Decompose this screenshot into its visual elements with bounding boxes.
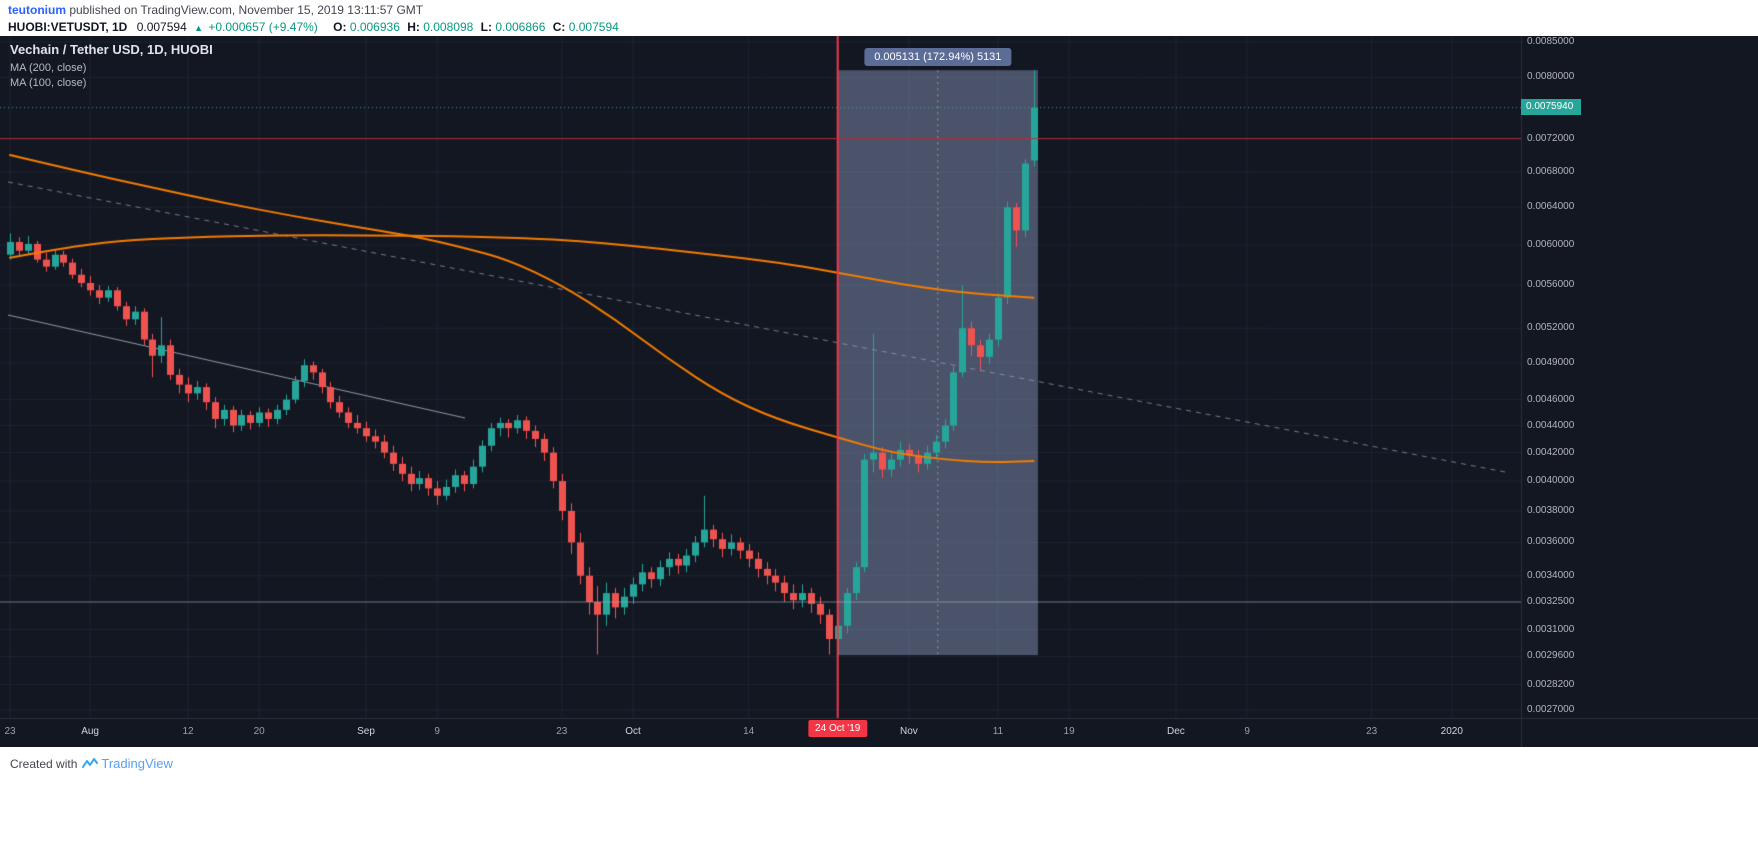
time-axis-label: 19 — [1063, 726, 1075, 737]
time-axis-label: 2020 — [1440, 726, 1463, 737]
publish-header: teutonium published on TradingView.com, … — [0, 0, 1758, 36]
price-axis-label: 0.0029600 — [1527, 650, 1575, 662]
high-value: 0.008098 — [423, 20, 474, 34]
time-axis-label: 23 — [556, 726, 568, 737]
low-value: 0.006866 — [495, 20, 546, 34]
price-axis-label: 0.0064000 — [1527, 201, 1575, 213]
time-axis-label: 14 — [743, 726, 755, 737]
symbol-info-bar: HUOBI:VETUSDT, 1D 0.007594 ▲ +0.000657 (… — [8, 19, 1758, 36]
price-axis-label: 0.0056000 — [1527, 279, 1575, 291]
time-axis-label: 23 — [1366, 726, 1378, 737]
price-axis-label: 0.0028200 — [1527, 678, 1575, 690]
time-axis-label: 23 — [4, 726, 16, 737]
price-change: +0.000657 (+9.47%) — [208, 20, 318, 34]
price-axis-label: 0.0060000 — [1527, 238, 1575, 250]
symbol-name: HUOBI:VETUSDT, 1D — [8, 20, 128, 34]
time-axis-label: 12 — [182, 726, 194, 737]
author-link[interactable]: teutonium — [8, 3, 66, 17]
price-axis-label: 0.0036000 — [1527, 536, 1575, 548]
price-chart-canvas[interactable] — [0, 36, 1758, 747]
last-price: 0.007594 — [136, 20, 187, 34]
time-axis-label: 9 — [434, 726, 440, 737]
measure-tool-label: 0.005131 (172.94%) 5131 — [864, 48, 1012, 67]
time-axis-label: Nov — [899, 726, 918, 737]
publish-info: teutonium published on TradingView.com, … — [8, 3, 1758, 18]
open-label: O: — [333, 20, 347, 34]
created-with-text: Created with — [10, 757, 78, 771]
price-axis-label: 0.0044000 — [1527, 419, 1575, 431]
last-price-tag: 0.0075940 — [1521, 98, 1582, 115]
price-axis-label: 0.0080000 — [1527, 71, 1575, 83]
time-axis-label: Sep — [357, 726, 375, 737]
high-label: H: — [407, 20, 420, 34]
price-axis-label: 0.0040000 — [1527, 475, 1575, 487]
time-axis-label: 9 — [1244, 726, 1250, 737]
price-axis-label: 0.0072000 — [1527, 132, 1575, 144]
price-axis-label: 0.0027000 — [1527, 704, 1575, 715]
price-axis-label: 0.0085000 — [1527, 36, 1575, 47]
price-axis-label: 0.0042000 — [1527, 446, 1575, 458]
time-axis-label: Oct — [625, 726, 641, 737]
price-axis-label: 0.0068000 — [1527, 165, 1575, 177]
time-axis-label: 20 — [253, 726, 265, 737]
price-axis-label: 0.0052000 — [1527, 322, 1575, 334]
price-axis-label: 0.0046000 — [1527, 393, 1575, 405]
price-axis-label: 0.0031000 — [1527, 623, 1575, 635]
time-axis-label: 11 — [992, 726, 1004, 737]
tradingview-link[interactable]: TradingView — [82, 755, 173, 773]
price-axis-label: 0.0038000 — [1527, 504, 1575, 516]
price-axis-label: 0.0034000 — [1527, 569, 1575, 581]
published-text: published on TradingView.com, November 1… — [66, 3, 424, 17]
time-axis-label: Dec — [1166, 726, 1185, 737]
low-label: L: — [480, 20, 492, 34]
event-date-tag: 24 Oct '19 — [808, 720, 868, 737]
price-axis-label: 0.0032500 — [1527, 596, 1575, 607]
close-value: 0.007594 — [568, 20, 619, 34]
chart-area: Vechain / Tether USD, 1D, HUOBI MA (200,… — [0, 36, 1758, 747]
price-axis-label: 0.0049000 — [1527, 356, 1575, 368]
footer: Created with TradingView — [0, 747, 1758, 868]
tradingview-logo-icon — [82, 757, 99, 771]
up-arrow-icon: ▲ — [194, 23, 204, 33]
tradingview-wordmark: TradingView — [101, 756, 173, 771]
close-label: C: — [552, 20, 566, 34]
open-value: 0.006936 — [349, 20, 400, 34]
time-axis-label: Aug — [81, 726, 99, 737]
